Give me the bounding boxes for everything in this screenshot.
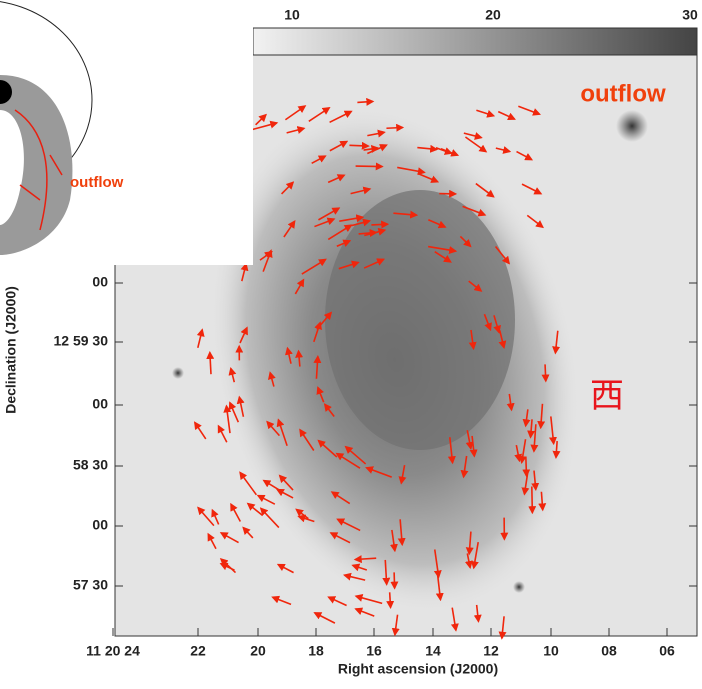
x-tick-label: 20 — [250, 643, 266, 659]
y-tick-label: 57 30 — [73, 577, 108, 593]
x-tick-label: 10 — [543, 643, 559, 659]
x-tick-label: 11 20 24 — [86, 643, 140, 659]
x-tick-label: 16 — [366, 643, 382, 659]
vector — [349, 145, 368, 146]
y-tick-label: 12 59 30 — [54, 333, 109, 349]
outflow-label: outflow — [580, 80, 666, 107]
colorbar-tick-label: 20 — [485, 7, 501, 23]
y-axis-label: Declination (J2000) — [3, 286, 19, 414]
west-label: 西 — [590, 377, 624, 415]
x-tick-label: 06 — [659, 643, 675, 659]
y-tick-label: 00 — [92, 396, 108, 412]
y-tick-label: 00 — [92, 517, 108, 533]
y-tick-label: 00 — [92, 274, 108, 290]
x-tick-label: 18 — [308, 643, 324, 659]
vector — [532, 487, 533, 513]
y-tick-label: 58 30 — [73, 457, 108, 473]
colorbar — [253, 28, 697, 55]
vector — [357, 101, 372, 102]
star — [616, 110, 648, 142]
vector — [526, 456, 527, 475]
inset-outflow-label: outflow — [70, 174, 124, 191]
x-tick-label: 22 — [190, 643, 206, 659]
vector — [371, 224, 387, 225]
star — [172, 367, 184, 379]
colorbar-tick-label: 30 — [682, 7, 698, 23]
x-tick-label: 08 — [601, 643, 617, 659]
vector — [390, 592, 391, 607]
vector — [210, 353, 211, 375]
vector — [386, 128, 402, 129]
vector — [545, 364, 546, 381]
colorbar-tick-label: 10 — [284, 7, 300, 23]
x-tick-label: 12 — [483, 643, 499, 659]
x-axis-label: Right ascension (J2000) — [338, 661, 498, 677]
x-tick-label: 14 — [425, 643, 441, 659]
star — [513, 581, 525, 593]
